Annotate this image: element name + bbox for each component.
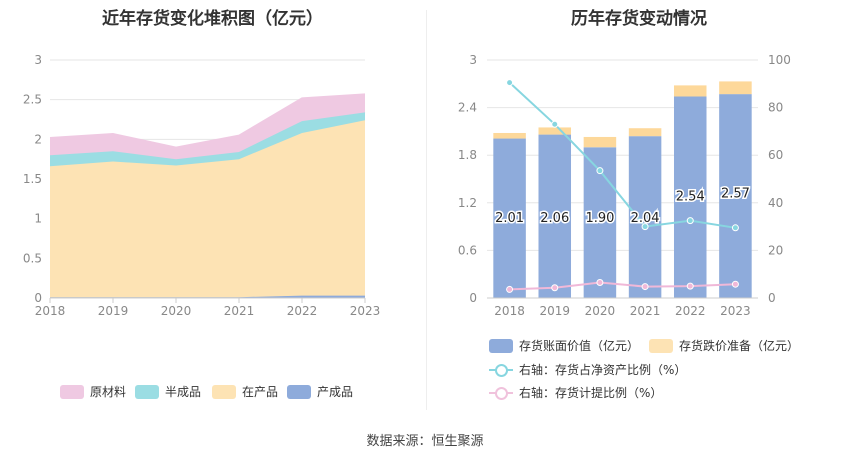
panel-divider [426, 10, 427, 410]
x-tick-label: 2020 [585, 304, 616, 318]
line-point [551, 120, 559, 128]
line-point [551, 284, 559, 292]
bar-data-label: 2.54 [676, 189, 705, 204]
y-right-tick-label: 40 [768, 196, 783, 210]
bar-book-value [719, 94, 752, 298]
bar-book-value [493, 138, 526, 298]
area-半成品 [50, 112, 365, 167]
data-source: 数据来源：恒生聚源 [366, 434, 484, 449]
left-chart-title: 近年存货变化堆积图（亿元） [102, 9, 323, 29]
line-右轴：存货计提比例（%） [509, 281, 736, 291]
y-right-tick-label: 100 [768, 53, 791, 67]
y-left-tick-label: 1.2 [458, 196, 477, 210]
x-tick-label: 2022 [675, 304, 706, 318]
bar-data-label: 2.57 [721, 187, 750, 202]
y-right-tick-label: 80 [768, 101, 783, 115]
legend-ring-marker [489, 363, 513, 377]
x-tick-label: 2023 [720, 304, 751, 318]
line-右轴：存货占净资产比例（%） [508, 81, 736, 229]
bar-data-label: 2.04 [631, 211, 660, 226]
line-point [596, 279, 604, 287]
inventory-stacked-area-chart: 0 0.5 1 1.5 2 2.5 3 2018 2019 2020 2021 2022 2023 [23, 53, 381, 318]
x-tick-label: 2022 [287, 304, 318, 318]
x-tick-label: 2019 [539, 304, 570, 318]
legend-label: 原材料 [90, 385, 127, 399]
legend-swatch [212, 384, 236, 399]
y-tick-label: 3 [34, 53, 42, 67]
bar-book-value [538, 134, 572, 298]
y-left-tick-label: 0 [469, 291, 477, 305]
legend-swatch [287, 384, 311, 399]
legend-label: 产成品 [317, 385, 354, 399]
legend-inventory-to-net-assets[interactable]: 右轴：存货占净资产比例（%） [489, 361, 686, 378]
inventory-stacked-area-panel: 近年存货变化堆积图（亿元） 0 0.5 1 1.5 2 2.5 3 2018 2019 2020 2… [0, 0, 425, 420]
y-tick-label: 0.5 [23, 251, 42, 265]
area-edge-原材料 [49, 93, 366, 149]
x-tick-label: 2021 [224, 304, 255, 318]
y-left-tick-label: 0.6 [458, 243, 477, 257]
y-tick-label: 1 [34, 212, 42, 226]
area-原材料 [50, 94, 365, 160]
line-point [596, 167, 604, 175]
right-chart-title: 历年存货变动情况 [571, 9, 707, 29]
legend-label: 存货账面价值（亿元） [519, 339, 640, 353]
line-point [506, 285, 514, 293]
legend-label: 在产品 [242, 385, 279, 399]
inventory-bar-line-chart: 0 0.6 1.2 1.8 2.4 3 0 20 40 60 80 100 2018 2019 2020 20… [458, 53, 791, 318]
line-point [686, 217, 694, 225]
bar-impairment-reserve [538, 127, 572, 135]
y-tick-label: 0 [34, 291, 42, 305]
legend-swatch [135, 384, 159, 399]
y-tick-label: 2.5 [23, 93, 42, 107]
legend-work-in-progress[interactable]: 在产品 [212, 383, 278, 400]
line-point [641, 223, 649, 231]
bar-impairment-reserve [583, 136, 617, 148]
line-point [731, 224, 739, 232]
y-right-tick-label: 20 [768, 243, 783, 257]
y-right-tick-label: 60 [768, 148, 783, 162]
x-tick-label: 2021 [630, 304, 661, 318]
area-在产品 [50, 120, 365, 298]
x-tick-label: 2018 [494, 304, 525, 318]
line-point [641, 283, 649, 291]
bar-book-value [673, 96, 707, 298]
x-tick-label: 2018 [35, 304, 66, 318]
legend-raw-materials[interactable]: 原材料 [60, 383, 126, 400]
legend-finished-goods[interactable]: 产成品 [287, 383, 353, 400]
x-tick-label: 2019 [98, 304, 129, 318]
y-tick-label: 2 [34, 132, 42, 146]
legend-label: 右轴：存货计提比例（%） [519, 386, 663, 400]
y-left-tick-label: 3 [469, 53, 477, 67]
bar-book-value [628, 136, 662, 298]
line-point [686, 282, 694, 290]
legend-swatch [489, 338, 513, 353]
legend-label: 存货跌价准备（亿元） [679, 339, 800, 353]
bar-data-label: 2.01 [495, 211, 524, 226]
legend-label: 半成品 [165, 385, 202, 399]
bar-impairment-reserve [628, 128, 662, 137]
legend-swatch [60, 384, 84, 399]
bar-data-label: 2.06 [540, 211, 569, 226]
y-left-tick-label: 2.4 [458, 101, 477, 115]
x-tick-label: 2020 [161, 304, 192, 318]
legend-book-value[interactable]: 存货账面价值（亿元） [489, 337, 639, 354]
bar-data-label: 1.90 [585, 211, 614, 226]
inventory-change-panel: 历年存货变动情况 0 0.6 1.2 1.8 2.4 3 0 20 40 60 80 100 2018 2… [428, 0, 850, 420]
line-point [506, 79, 514, 87]
legend-ring-marker [489, 386, 513, 400]
legend-provision-ratio[interactable]: 右轴：存货计提比例（%） [489, 384, 662, 401]
bar-impairment-reserve [673, 85, 707, 97]
y-left-tick-label: 1.8 [458, 148, 477, 162]
y-tick-label: 1.5 [23, 172, 42, 186]
area-edge-半成品 [49, 111, 366, 160]
x-tick-label: 2023 [350, 304, 381, 318]
legend-swatch [649, 338, 673, 353]
line-point [731, 280, 739, 288]
legend-label: 右轴：存货占净资产比例（%） [519, 363, 687, 377]
bar-impairment-reserve [493, 132, 526, 139]
legend-impairment-reserve[interactable]: 存货跌价准备（亿元） [649, 337, 799, 354]
legend-semi-finished[interactable]: 半成品 [135, 383, 201, 400]
bar-impairment-reserve [719, 81, 752, 95]
y-right-tick-label: 0 [768, 291, 776, 305]
